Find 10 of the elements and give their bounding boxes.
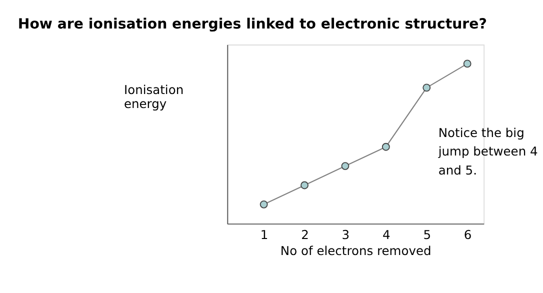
- x-tick-label: 6: [464, 228, 472, 242]
- x-tick-label: 2: [301, 228, 309, 242]
- chart-title: How are ionisation energies linked to electronic structure?: [18, 16, 487, 32]
- x-tick-label: 1: [260, 228, 268, 242]
- x-tick-label: 4: [382, 228, 390, 242]
- annotation: Notice the big jump between 4 and 5.: [437, 126, 538, 178]
- x-tick-label: 3: [342, 228, 350, 242]
- x-tick-label: 5: [423, 228, 431, 242]
- x-axis-title: No of electrons removed: [280, 244, 432, 258]
- y-axis-title: Ionisation energy: [124, 82, 184, 112]
